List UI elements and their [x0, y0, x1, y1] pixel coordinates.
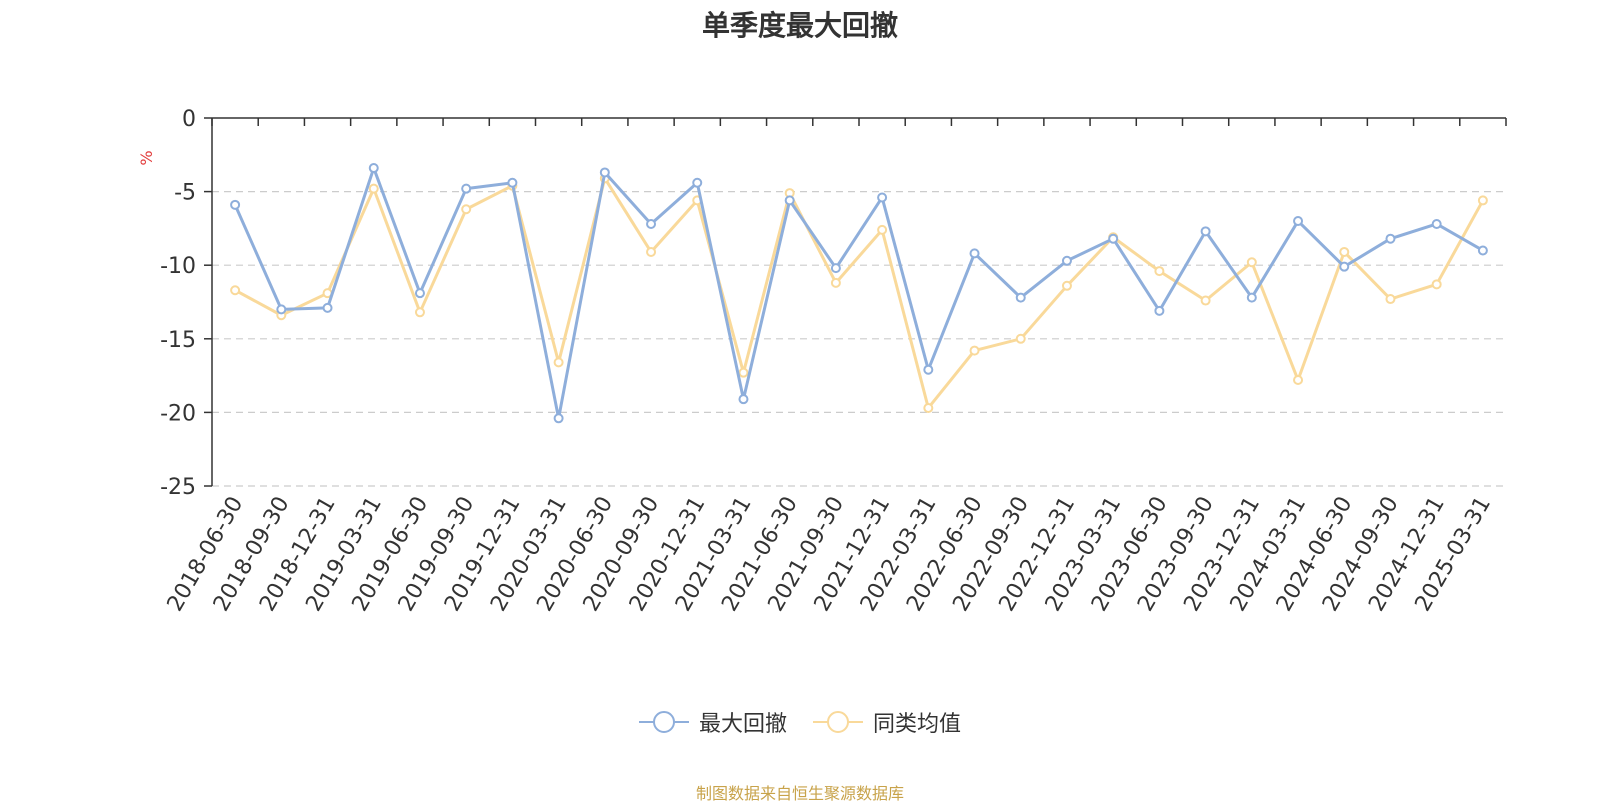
- series-1-point-20: [1154, 266, 1165, 277]
- series-0-point-7: [553, 413, 564, 424]
- series-0-point-3: [368, 163, 379, 174]
- series-1-point-17: [1015, 333, 1026, 344]
- series-0-point-24: [1339, 261, 1350, 272]
- axis-layer: 0-5-10-15-20-25%2018-06-302018-09-302018…: [137, 107, 1507, 616]
- series-layer: [230, 163, 1488, 424]
- legend-swatch-peer-average: [813, 711, 863, 733]
- y-axis-label: %: [137, 150, 156, 165]
- series-0-point-2: [322, 302, 333, 313]
- series-1-point-21: [1200, 295, 1211, 306]
- legend-label-peer-average: 同类均值: [873, 712, 962, 737]
- chart-title: 单季度最大回撤: [701, 9, 898, 42]
- series-0-point-1: [276, 304, 287, 315]
- series-0-point-11: [738, 394, 749, 405]
- series-0-point-8: [599, 167, 610, 178]
- legend-swatch-max-drawdown: [638, 711, 689, 733]
- legend-item-max-drawdown[interactable]: 最大回撤: [638, 706, 787, 738]
- source-note: 制图数据来自恒生聚源数据库: [695, 784, 904, 803]
- series-1-point-23: [1293, 375, 1304, 386]
- series-0-point-0: [230, 199, 241, 210]
- line-chart: 0-5-10-15-20-25%2018-06-302018-09-302018…: [137, 107, 1507, 616]
- series-1-point-13: [830, 277, 841, 288]
- series-0-point-27: [1477, 245, 1488, 256]
- series-1-point-7: [553, 357, 564, 368]
- series-1-point-0: [230, 285, 241, 296]
- series-0-point-16: [969, 248, 980, 259]
- series-0-point-13: [830, 263, 841, 274]
- series-1-point-22: [1246, 257, 1257, 268]
- series-0-point-26: [1431, 218, 1442, 229]
- series-0-point-17: [1015, 292, 1026, 303]
- series-0-point-18: [1061, 255, 1072, 266]
- series-0-point-14: [877, 192, 888, 203]
- legend: 最大回撤 同类均值: [0, 706, 1600, 738]
- series-1-point-5: [461, 204, 472, 215]
- series-1-point-27: [1477, 195, 1488, 206]
- series-0-point-19: [1108, 233, 1119, 244]
- series-0-point-10: [692, 177, 703, 188]
- series-0-point-21: [1200, 226, 1211, 237]
- series-1-point-4: [414, 307, 425, 318]
- series-0-point-5: [461, 183, 472, 194]
- legend-item-peer-average[interactable]: 同类均值: [813, 706, 961, 738]
- series-1-point-18: [1061, 280, 1072, 291]
- y-tick-label-4: -20: [160, 401, 196, 426]
- series-0-point-6: [507, 177, 518, 188]
- series-0-point-12: [784, 195, 795, 206]
- series-1-point-16: [969, 345, 980, 356]
- series-0-point-9: [646, 218, 657, 229]
- y-tick-label-5: -25: [160, 475, 196, 500]
- series-1-point-14: [877, 224, 888, 235]
- series-0-point-20: [1154, 305, 1165, 316]
- series-1-point-25: [1385, 294, 1396, 305]
- series-1-point-15: [923, 402, 934, 413]
- y-tick-label-0: 0: [182, 107, 196, 132]
- y-tick-label-3: -15: [160, 328, 196, 353]
- series-1-point-26: [1431, 279, 1442, 290]
- series-1-point-3: [368, 183, 379, 194]
- series-0-point-22: [1246, 292, 1257, 303]
- y-tick-label-2: -10: [160, 254, 196, 279]
- series-0-point-4: [414, 288, 425, 299]
- series-line-0: [233, 166, 1484, 420]
- series-0-point-15: [923, 364, 934, 375]
- y-tick-label-1: -5: [174, 181, 196, 206]
- series-1-point-9: [646, 246, 657, 257]
- series-0-point-23: [1293, 216, 1304, 227]
- series-1-point-11: [738, 367, 749, 378]
- series-0-point-25: [1385, 233, 1396, 244]
- series-1-point-24: [1339, 246, 1350, 257]
- legend-label-max-drawdown: 最大回撤: [698, 712, 787, 737]
- series-line-1: [234, 176, 1485, 410]
